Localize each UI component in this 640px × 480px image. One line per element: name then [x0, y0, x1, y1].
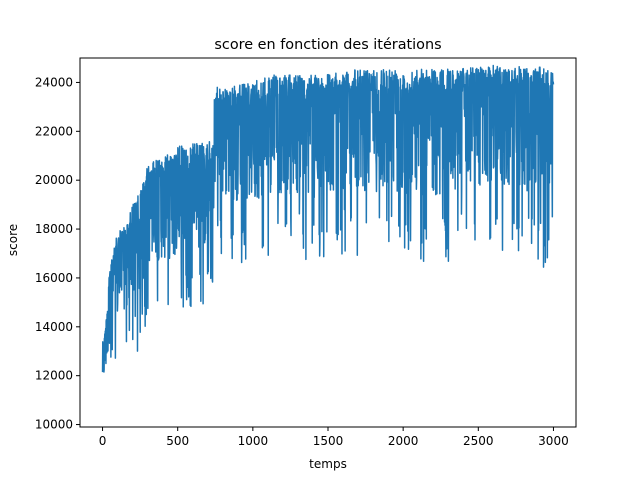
x-axis-label: temps [309, 457, 347, 471]
x-tick-label: 500 [166, 434, 189, 448]
y-tick-label: 22000 [35, 124, 73, 138]
x-tick-label: 1000 [238, 434, 269, 448]
x-tick-label: 2000 [388, 434, 419, 448]
x-tick-label: 1500 [313, 434, 344, 448]
y-axis-label: score [6, 224, 20, 256]
y-tick-label: 18000 [35, 222, 73, 236]
x-tick-label: 3000 [538, 434, 569, 448]
y-tick-label: 14000 [35, 320, 73, 334]
y-axis-ticks: 10000 12000 14000 16000 18000 20000 22000 24000 [35, 75, 80, 432]
series-layer [101, 64, 555, 373]
y-tick-label: 16000 [35, 271, 73, 285]
score-series-line [101, 64, 555, 373]
y-tick-label: 12000 [35, 369, 73, 383]
x-tick-label: 0 [99, 434, 107, 448]
x-tick-label: 2500 [463, 434, 494, 448]
x-axis-ticks: 0 500 1000 1500 2000 2500 3000 [99, 427, 569, 448]
y-tick-label: 10000 [35, 418, 73, 432]
y-tick-label: 24000 [35, 75, 73, 89]
y-tick-label: 20000 [35, 173, 73, 187]
chart-title: score en fonction des itérations [214, 37, 441, 53]
